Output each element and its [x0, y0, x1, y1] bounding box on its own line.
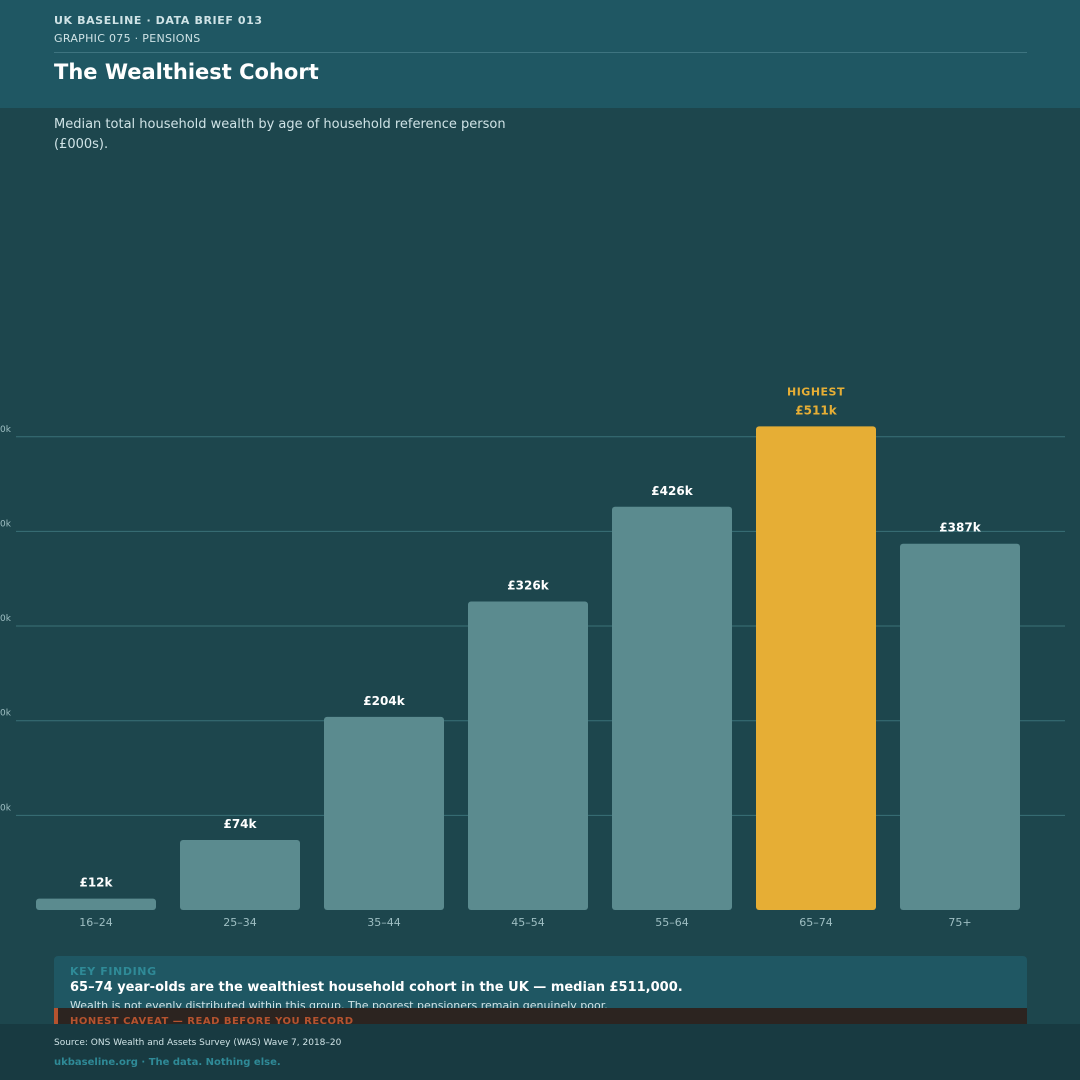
site-link[interactable]: ukbaseline.org · The data. Nothing else.	[54, 1057, 281, 1068]
x-tick-label: 45–54	[511, 916, 545, 929]
graphic-breadcrumb: GRAPHIC 075 · PENSIONS	[54, 32, 201, 45]
bar	[36, 898, 156, 910]
bar-value-label: £387k	[939, 521, 981, 535]
bar	[180, 839, 300, 910]
x-tick-label: 25–34	[223, 916, 257, 929]
y-tick-label: 0k	[0, 709, 12, 719]
x-tick-label: 16–24	[79, 916, 113, 929]
bar-value-label: £12k	[79, 876, 113, 890]
bar	[324, 716, 444, 910]
x-tick-label: 65–74	[799, 916, 833, 929]
x-tick-label: 75+	[948, 916, 971, 929]
highlight-label: HIGHEST	[787, 385, 845, 398]
bar	[612, 506, 732, 910]
chart-subtitle: Median total household wealth by age of …	[54, 117, 506, 152]
bar	[468, 601, 588, 910]
bar-value-label: £426k	[651, 484, 693, 498]
bar-value-label: £74k	[223, 817, 257, 831]
page-title: The Wealthiest Cohort	[54, 60, 319, 84]
bar-chart: 0k 0k 0k 0k 0k £12k 16–24 £74k 25–34 £204k 35–44 £3…	[0, 385, 1065, 929]
header-band: UK BASELINE · DATA BRIEF 013 GRAPHIC 075…	[0, 0, 1080, 108]
bar	[756, 426, 876, 910]
y-tick-label: 0k	[0, 614, 12, 624]
source-note: Source: ONS Wealth and Assets Survey (WA…	[54, 1038, 342, 1048]
brief-label: UK BASELINE · DATA BRIEF 013	[54, 14, 263, 27]
bar-value-label: £326k	[507, 578, 549, 592]
y-tick-label: 0k	[0, 519, 12, 529]
y-tick-label: 0k	[0, 803, 12, 813]
caveat-label: HONEST CAVEAT — READ BEFORE YOU RECORD	[70, 1016, 354, 1024]
key-finding-kicker: KEY FINDING	[70, 965, 157, 978]
key-finding-headline: 65–74 year-olds are the wealthiest house…	[70, 980, 683, 995]
bar	[900, 543, 1020, 910]
bar-value-label: £511k	[795, 403, 837, 417]
x-tick-label: 55–64	[655, 916, 689, 929]
footer: Source: ONS Wealth and Assets Survey (WA…	[0, 1024, 1080, 1080]
header-divider	[54, 52, 1027, 53]
honest-caveat-panel: HONEST CAVEAT — READ BEFORE YOU RECORD	[54, 1008, 1027, 1024]
x-tick-label: 35–44	[367, 916, 401, 929]
bar-value-label: £204k	[363, 694, 405, 708]
y-tick-label: 0k	[0, 425, 12, 435]
